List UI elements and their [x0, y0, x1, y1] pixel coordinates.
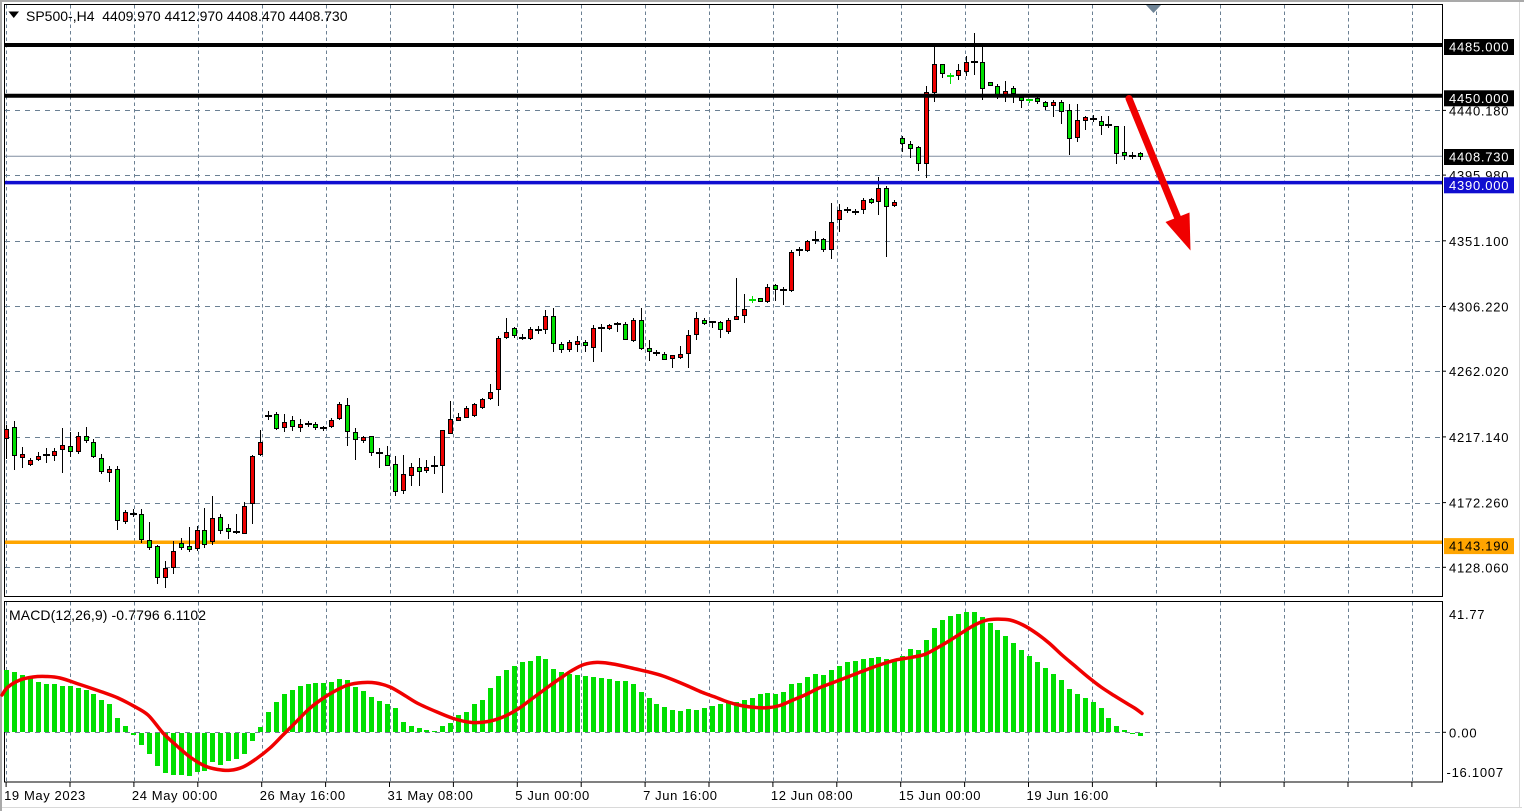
- svg-text:19 May 2023: 19 May 2023: [4, 788, 86, 803]
- svg-text:4390.000: 4390.000: [1449, 178, 1509, 193]
- svg-text:4306.220: 4306.220: [1449, 300, 1509, 315]
- svg-text:24 May 00:00: 24 May 00:00: [132, 788, 218, 803]
- svg-text:4408.730: 4408.730: [1449, 150, 1509, 165]
- svg-text:4128.060: 4128.060: [1449, 560, 1509, 575]
- svg-text:4485.000: 4485.000: [1449, 40, 1509, 55]
- svg-text:0.00: 0.00: [1449, 726, 1477, 741]
- svg-text:4217.140: 4217.140: [1449, 430, 1509, 445]
- svg-text:4351.100: 4351.100: [1449, 234, 1509, 249]
- svg-text:19 Jun 16:00: 19 Jun 16:00: [1027, 788, 1109, 803]
- svg-text:15 Jun 00:00: 15 Jun 00:00: [899, 788, 981, 803]
- svg-text:SP500-,H4 4409.970 4412.970 4: SP500-,H4 4409.970 4412.970 4408.470 440…: [26, 8, 348, 24]
- svg-text:-16.1007: -16.1007: [1447, 765, 1504, 780]
- svg-text:26 May 16:00: 26 May 16:00: [260, 788, 346, 803]
- svg-text:4172.260: 4172.260: [1449, 496, 1509, 511]
- svg-text:5 Jun 00:00: 5 Jun 00:00: [515, 788, 590, 803]
- svg-text:4262.020: 4262.020: [1449, 364, 1509, 379]
- svg-text:12 Jun 08:00: 12 Jun 08:00: [771, 788, 853, 803]
- svg-text:4450.000: 4450.000: [1449, 91, 1509, 106]
- svg-text:41.77: 41.77: [1449, 607, 1485, 622]
- svg-text:4143.190: 4143.190: [1449, 539, 1509, 554]
- svg-text:4440.180: 4440.180: [1449, 103, 1509, 118]
- svg-text:7 Jun 16:00: 7 Jun 16:00: [643, 788, 718, 803]
- svg-text:31 May 08:00: 31 May 08:00: [388, 788, 474, 803]
- svg-text:MACD(12,26,9) -0.7796 6.1102: MACD(12,26,9) -0.7796 6.1102: [9, 607, 206, 623]
